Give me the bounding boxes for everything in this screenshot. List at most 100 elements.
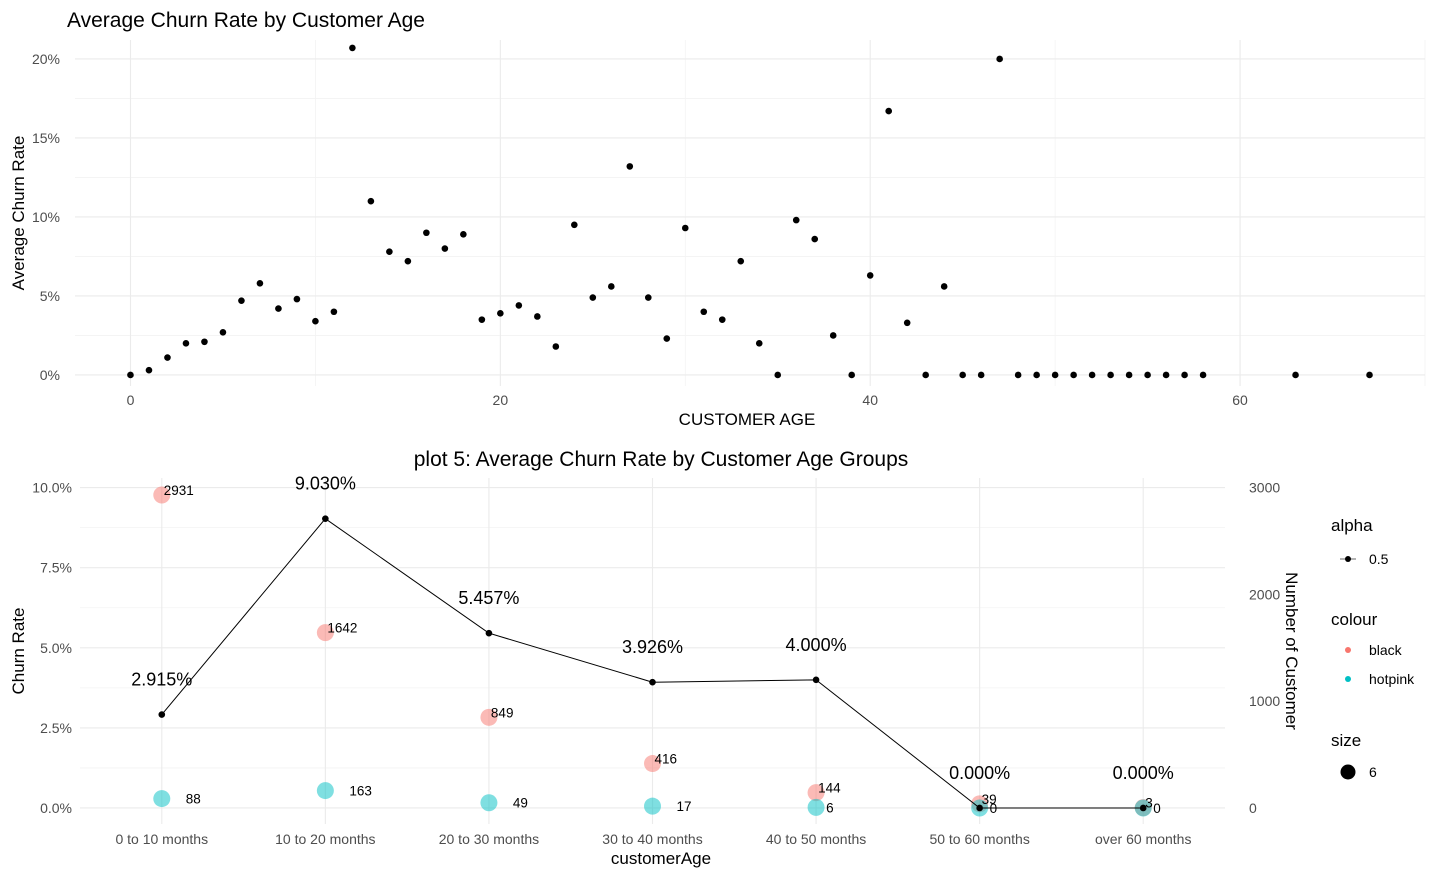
churn-rate-label: 4.000%: [786, 635, 847, 655]
chart1-x-tick-label: 0: [127, 392, 135, 408]
churn-rate-label: 9.030%: [295, 474, 356, 494]
churn-rate-label: 5.457%: [458, 588, 519, 608]
chart2-title: plot 5: Average Churn Rate by Customer A…: [414, 448, 909, 471]
chart1-point: [1070, 371, 1077, 379]
chart2-y2-tick-label: 3000: [1249, 480, 1280, 496]
legend-alpha-key: [1345, 556, 1351, 562]
chart2-y-tick-label: 2.5%: [40, 720, 72, 736]
chart1-point: [718, 316, 726, 323]
chart1-point: [996, 55, 1003, 63]
count-label-black: 39: [982, 792, 997, 807]
chart2-labels: 2931 1642 849 416 144 39 3 88 163 49 17 6 0 0 2.915% 9.…: [131, 474, 1173, 816]
chart-age-scatter: Average Churn Rate by Customer Age 0% 5% 1…: [9, 9, 1426, 429]
chart1-y-ticks: 0% 5% 10% 15% 20%: [32, 51, 60, 383]
bubble-black: [153, 486, 171, 504]
churn-rate-label: 3.926%: [622, 637, 683, 657]
chart1-point: [1199, 371, 1207, 379]
chart1-point: [626, 163, 634, 170]
legend-size-value: 6: [1369, 764, 1377, 780]
chart2-churn-line: [158, 515, 1147, 812]
chart2-x-tick-label: 30 to 40 months: [602, 831, 702, 847]
legend-colour-hotpink-key: [1345, 676, 1351, 682]
chart1-y-tick-label: 15%: [32, 130, 60, 146]
chart-age-groups: plot 5: Average Churn Rate by Customer A…: [9, 448, 1415, 868]
chart1-point: [552, 343, 560, 350]
chart1-point: [515, 302, 523, 309]
chart1-point: [663, 335, 671, 342]
chart1-y-tick-label: 5%: [40, 288, 60, 304]
chart1-point: [330, 308, 338, 316]
count-label-black: 2931: [164, 483, 194, 498]
bubble-hotpink: [807, 798, 825, 816]
chart1-point: [1144, 371, 1151, 379]
churn-rate-point: [158, 711, 166, 718]
chart1-point: [423, 229, 430, 237]
chart1-point: [811, 235, 819, 243]
chart1-y-tick-label: 10%: [32, 209, 60, 225]
chart2-legend: alpha 0.5 colour black hotpink size 6: [1331, 516, 1415, 780]
legend-colour-hotpink-label: hotpink: [1369, 671, 1415, 687]
chart1-x-ticks: 0 20 40 60: [127, 392, 1248, 408]
churn-rate-point: [485, 629, 493, 637]
count-label-hotpink: 49: [513, 796, 528, 811]
chart2-y2-tick-label: 1000: [1249, 693, 1280, 709]
chart1-point: [386, 248, 393, 256]
chart2-y2-ticks: 0 1000 2000 3000: [1249, 480, 1280, 816]
count-label-black: 849: [491, 705, 514, 720]
chart1-point: [460, 231, 467, 238]
chart2-y2-tick-label: 0: [1249, 800, 1257, 816]
chart1-point: [127, 371, 134, 379]
chart1-point: [367, 197, 375, 205]
chart2-y-tick-label: 0.0%: [40, 800, 72, 816]
chart1-point: [145, 366, 153, 374]
count-label-black: 1642: [327, 621, 357, 636]
chart1-title: Average Churn Rate by Customer Age: [67, 9, 425, 32]
chart1-point: [959, 371, 966, 379]
chart1-point: [312, 317, 319, 325]
chart1-point: [608, 283, 615, 290]
chart1-x-tick-label: 40: [862, 392, 878, 408]
chart1-point: [182, 340, 190, 347]
chart2-y2-tick-label: 2000: [1249, 586, 1280, 602]
chart1-point: [1181, 371, 1188, 379]
chart1-point: [589, 294, 597, 301]
chart1-y-tick-label: 0%: [40, 367, 60, 383]
legend-colour-title: colour: [1331, 610, 1378, 629]
chart1-point: [737, 257, 745, 265]
legend-colour-black-label: black: [1369, 642, 1403, 658]
count-label-hotpink: 0: [1153, 801, 1161, 816]
count-label-hotpink: 6: [826, 800, 834, 815]
count-label-black: 416: [655, 752, 678, 767]
chart2-x-tick-label: over 60 months: [1095, 831, 1192, 847]
chart1-point: [885, 107, 892, 115]
chart2-y-axis-title: Churn Rate: [9, 608, 28, 695]
churn-rate-point: [649, 678, 656, 686]
chart1-points: [127, 44, 1373, 379]
chart1-point: [275, 305, 282, 312]
chart1-x-tick-label: 60: [1232, 392, 1248, 408]
count-label-black: 3: [1145, 796, 1153, 811]
chart1-point: [1292, 371, 1299, 379]
chart1-x-tick-label: 20: [493, 392, 509, 408]
chart1-y-axis-title: Average Churn Rate: [9, 136, 28, 291]
chart1-point: [1051, 371, 1059, 379]
chart1-point: [922, 371, 929, 379]
chart1-point: [1014, 371, 1022, 379]
chart1-point: [681, 224, 689, 232]
chart1-point: [774, 371, 782, 379]
chart1-point: [256, 280, 264, 287]
chart1-point: [571, 221, 578, 229]
chart1-point: [441, 245, 449, 252]
chart1-point: [792, 216, 800, 224]
chart1-point: [829, 332, 837, 339]
chart2-x-tick-label: 20 to 30 months: [439, 831, 539, 847]
chart1-point: [164, 354, 171, 361]
chart1-y-tick-label: 20%: [32, 51, 60, 67]
chart2-y-tick-label: 10.0%: [32, 480, 72, 496]
chart1-point: [349, 44, 356, 52]
count-label-hotpink: 0: [990, 801, 998, 816]
churn-rate-point: [976, 804, 983, 812]
chart2-x-tick-label: 0 to 10 months: [115, 831, 208, 847]
legend-colour-black-key: [1345, 647, 1351, 653]
